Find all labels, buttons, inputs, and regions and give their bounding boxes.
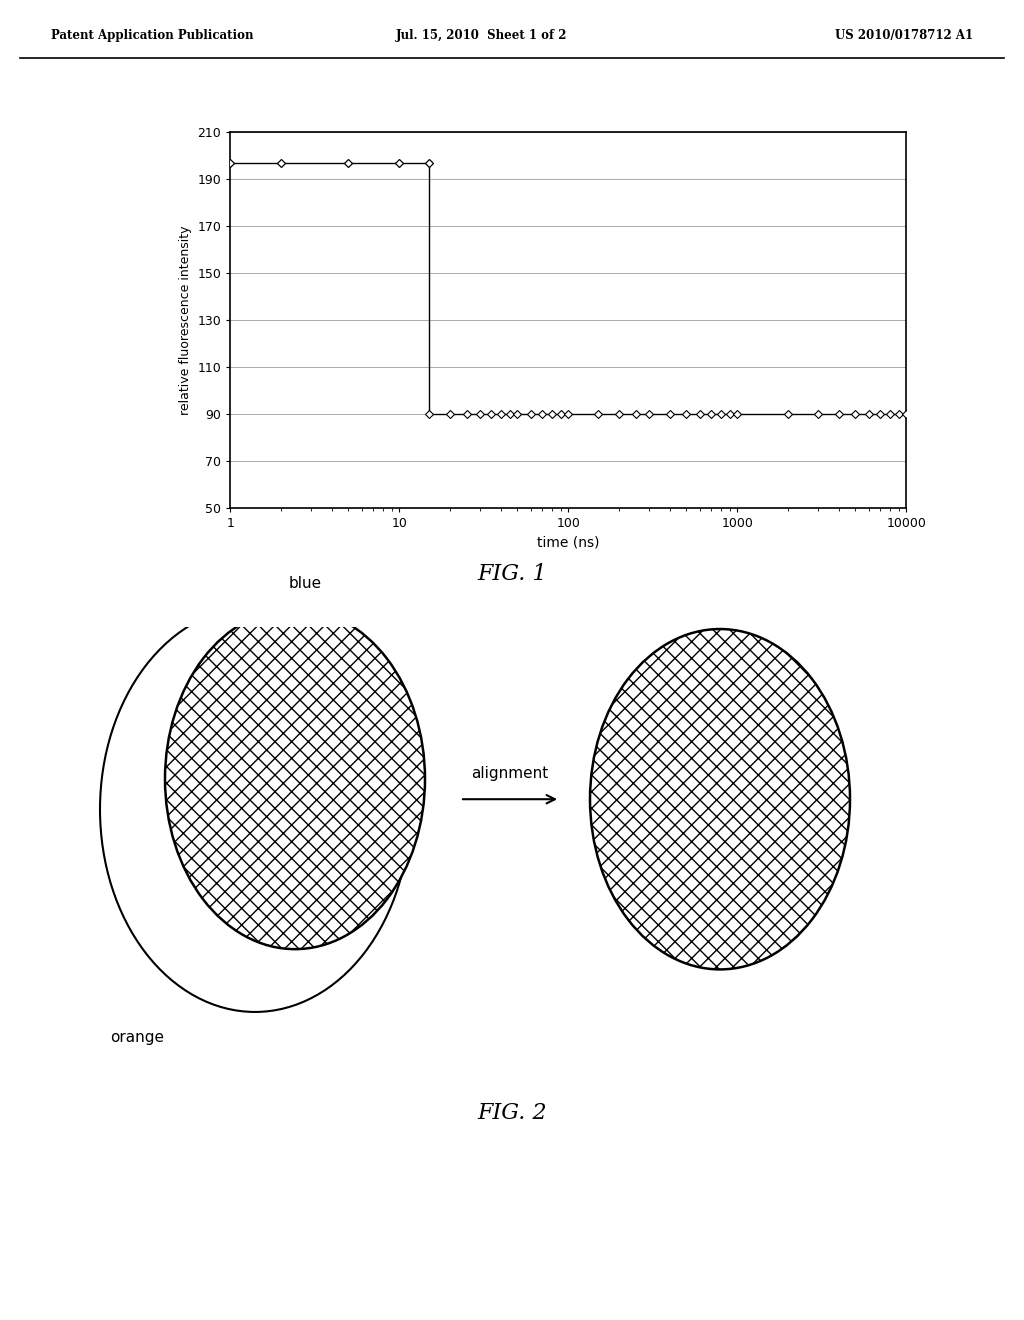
X-axis label: time (ns): time (ns) — [537, 536, 600, 550]
Text: alignment: alignment — [471, 766, 549, 781]
Text: Patent Application Publication: Patent Application Publication — [51, 29, 254, 42]
Text: blue: blue — [289, 576, 322, 590]
Ellipse shape — [590, 630, 850, 969]
Y-axis label: relative fluorescence intensity: relative fluorescence intensity — [179, 226, 191, 414]
Text: US 2010/0178712 A1: US 2010/0178712 A1 — [835, 29, 973, 42]
Ellipse shape — [165, 609, 425, 949]
Text: FIG. 2: FIG. 2 — [477, 1102, 547, 1123]
Text: FIG. 1: FIG. 1 — [477, 564, 547, 585]
Text: orange: orange — [110, 1030, 164, 1045]
Text: Jul. 15, 2010  Sheet 1 of 2: Jul. 15, 2010 Sheet 1 of 2 — [395, 29, 567, 42]
